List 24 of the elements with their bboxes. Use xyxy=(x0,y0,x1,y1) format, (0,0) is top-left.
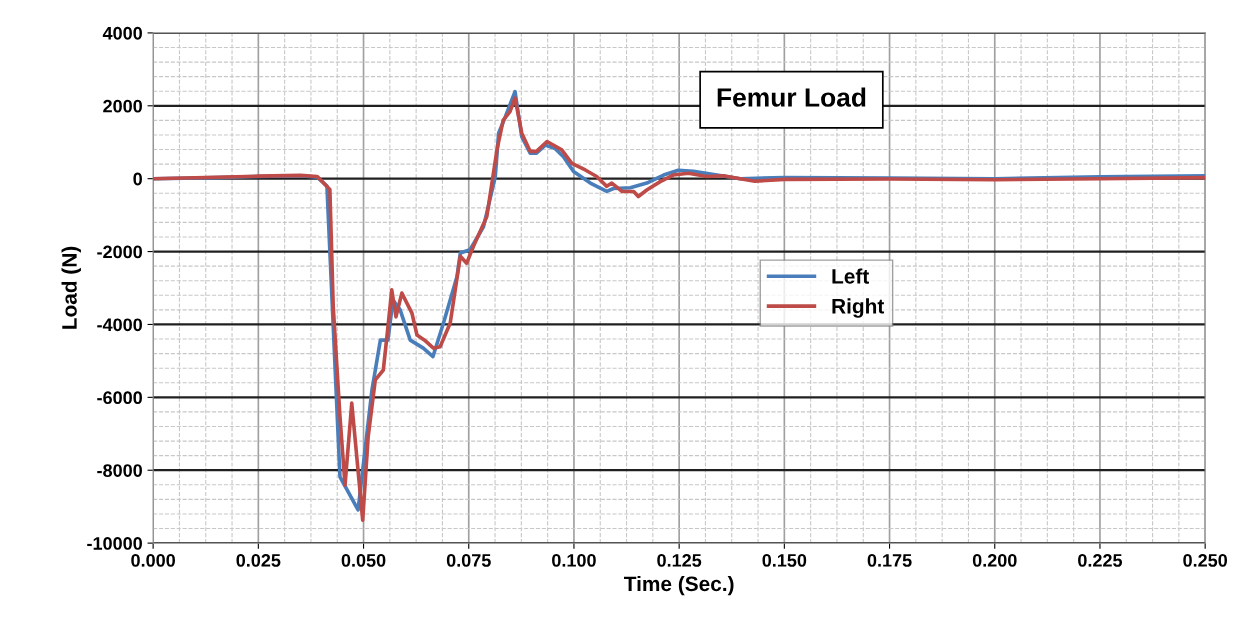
x-axis-title: Time (Sec.) xyxy=(623,575,734,596)
x-tick-label: 0.225 xyxy=(1078,554,1123,567)
x-tick-label: 0.100 xyxy=(552,554,596,567)
y-tick-label: 2000 xyxy=(103,99,142,113)
y-tick-label: -6000 xyxy=(97,391,142,405)
y-tick-label: -2000 xyxy=(97,245,142,259)
x-tick-label: 0.050 xyxy=(341,554,386,567)
x-tick-label: 0.200 xyxy=(972,554,1017,567)
x-tick-label: 0.175 xyxy=(867,554,912,567)
x-tick-label: 0.075 xyxy=(446,554,491,567)
legend-label: Right xyxy=(832,298,885,318)
x-tick-label: 0.000 xyxy=(131,554,175,567)
y-tick-label: 4000 xyxy=(102,26,142,40)
legend-label: Left xyxy=(832,268,869,284)
y-tick-label: -4000 xyxy=(97,318,142,332)
y-tick-label: -10000 xyxy=(87,537,142,550)
x-tick-label: 0.125 xyxy=(657,554,702,567)
x-tick-label: 0.150 xyxy=(762,554,807,567)
x-tick-label: 0.250 xyxy=(1183,554,1228,567)
y-axis-title: Load (N) xyxy=(61,246,81,329)
text: Femur Load xyxy=(717,87,866,107)
y-tick-label: 0 xyxy=(133,172,142,186)
x-tick-label: 0.025 xyxy=(236,554,281,567)
y-tick-label: -8000 xyxy=(97,464,142,477)
